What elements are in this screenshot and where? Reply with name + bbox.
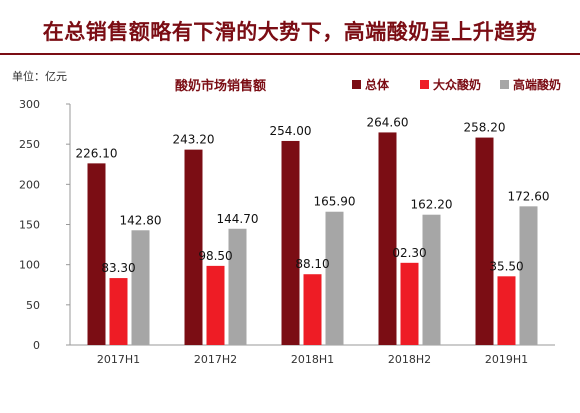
bar	[422, 214, 441, 345]
bar	[303, 274, 322, 345]
legend-label: 总体	[365, 77, 390, 92]
bar	[378, 132, 397, 345]
data-label: 142.80	[120, 213, 162, 227]
headline-divider	[0, 53, 580, 55]
y-tick-label: 0	[33, 339, 40, 352]
data-label: 83.30	[101, 261, 135, 275]
page-headline: 在总销售额略有下滑的大势下，高端酸奶呈上升趋势	[42, 20, 538, 44]
data-label: 162.20	[411, 198, 453, 212]
y-tick-label: 250	[19, 138, 40, 151]
bar	[109, 278, 128, 345]
y-tick-label: 50	[26, 299, 40, 312]
x-tick-label: 2017H1	[97, 353, 140, 366]
data-label: 172.60	[508, 189, 550, 203]
unit-label: 单位：亿元	[12, 69, 67, 83]
legend-swatch	[352, 80, 361, 89]
chart-title: 酸奶市场销售额	[175, 78, 266, 94]
y-tick-label: 100	[19, 259, 40, 272]
bar	[184, 149, 203, 345]
x-ticks: 2017H1 2017H2 2018H1 2018H2 2019H1	[97, 353, 528, 366]
data-label: 02.30	[392, 246, 426, 260]
x-tick-label: 2019H1	[485, 353, 528, 366]
bar	[519, 206, 538, 345]
data-label: 88.10	[295, 257, 329, 271]
bar	[497, 276, 516, 345]
y-tick-label: 200	[19, 178, 40, 191]
bar	[400, 262, 419, 345]
bar	[475, 137, 494, 345]
data-label: 264.60	[367, 115, 409, 129]
y-ticks: 0 50 100 150 200 250 300	[19, 98, 70, 352]
y-tick-label: 150	[19, 219, 40, 232]
data-label: 165.90	[314, 195, 356, 209]
data-labels: 226.10 83.30 142.80 243.20 98.50 144.70 254.00…	[76, 115, 550, 275]
data-label: 35.50	[489, 259, 523, 273]
y-tick-label: 300	[19, 98, 40, 111]
legend-swatch	[500, 80, 509, 89]
legend-swatch	[420, 80, 429, 89]
bar	[281, 140, 300, 345]
x-tick-label: 2018H2	[388, 353, 431, 366]
data-label: 226.10	[76, 146, 118, 160]
legend: 总体 大众酸奶 高端酸奶	[352, 77, 561, 92]
bar	[87, 163, 106, 345]
bar	[131, 230, 150, 345]
data-label: 258.20	[464, 121, 506, 135]
legend-label: 大众酸奶	[433, 77, 481, 92]
x-tick-label: 2018H1	[291, 353, 334, 366]
data-label: 144.70	[217, 212, 259, 226]
data-label: 98.50	[198, 249, 232, 263]
bar	[206, 265, 225, 345]
data-label: 243.20	[173, 133, 215, 147]
bar	[325, 211, 344, 345]
data-label: 254.00	[270, 124, 312, 138]
x-tick-label: 2017H2	[194, 353, 237, 366]
bars	[87, 132, 538, 345]
legend-label: 高端酸奶	[513, 77, 561, 92]
bar	[228, 228, 247, 345]
